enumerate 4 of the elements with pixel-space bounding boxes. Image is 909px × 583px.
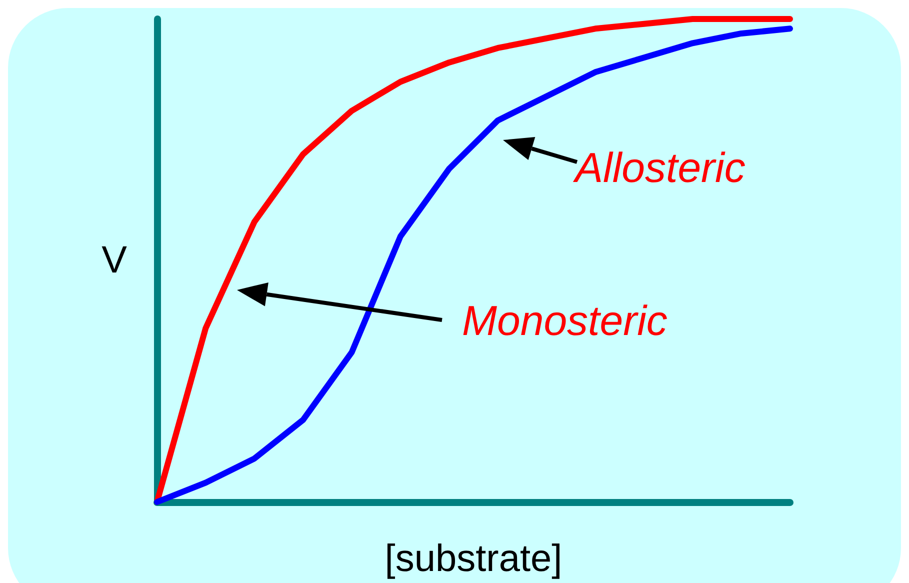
y-axis-title: V xyxy=(102,240,128,282)
annotation: Monosteric xyxy=(462,297,668,344)
x-axis-title: [substrate] xyxy=(384,538,562,580)
annotation: Allosteric xyxy=(575,144,746,191)
